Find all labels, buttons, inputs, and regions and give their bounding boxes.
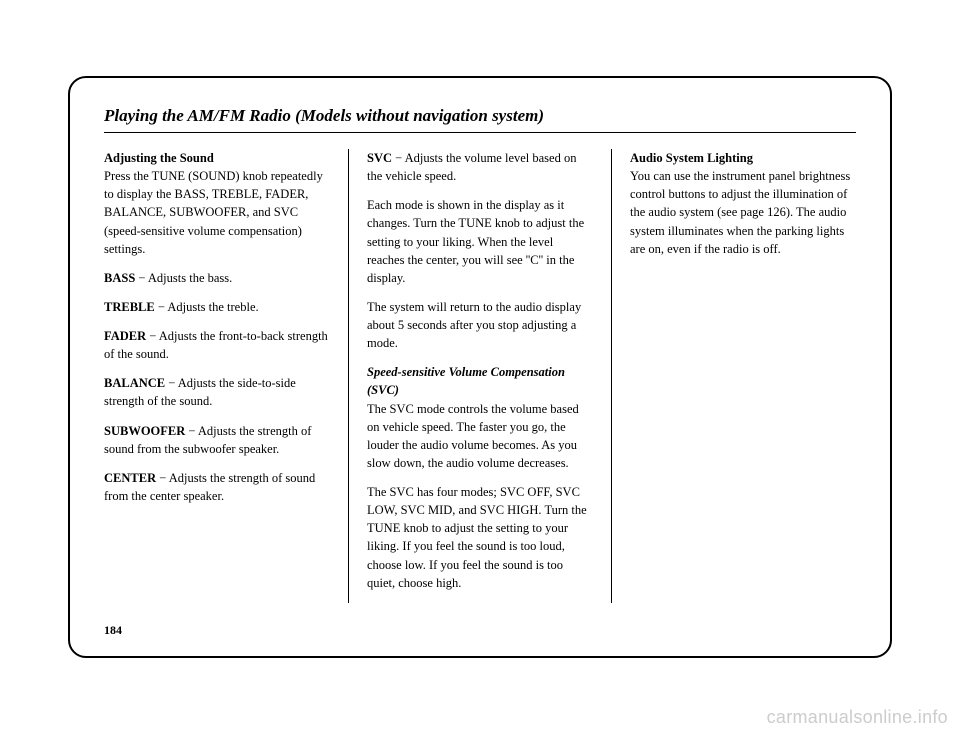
para-mode-display: Each mode is shown in the display as it … <box>367 196 593 287</box>
column-2: SVC − Adjusts the volume level based on … <box>349 149 612 603</box>
h1-text: Adjusting the Sound <box>104 151 214 165</box>
p4: The SVC mode controls the volume based o… <box>367 402 579 470</box>
treble-label: TREBLE <box>104 300 155 314</box>
center-label: CENTER <box>104 471 156 485</box>
svc-label: SVC <box>367 151 392 165</box>
para-bass: BASS − Adjusts the bass. <box>104 269 330 287</box>
p1a: Press the TUNE (SOUND) knob repeatedly t… <box>104 169 323 256</box>
manual-page: Playing the AM/FM Radio (Models without … <box>68 76 892 658</box>
bass-label: BASS <box>104 271 135 285</box>
para-svc: SVC − Adjusts the volume level based on … <box>367 149 593 185</box>
heading-adjusting-sound: Adjusting the Sound Press the TUNE (SOUND… <box>104 149 330 258</box>
watermark-text: carmanualsonline.info <box>767 707 948 728</box>
column-1: Adjusting the Sound Press the TUNE (SOUND… <box>104 149 349 603</box>
title-rule <box>104 132 856 133</box>
page-number: 184 <box>104 623 122 638</box>
para-treble: TREBLE − Adjusts the treble. <box>104 298 330 316</box>
h3-text: Audio System Lighting <box>630 151 753 165</box>
content-columns: Adjusting the Sound Press the TUNE (SOUND… <box>104 149 856 603</box>
heading-svc: Speed-sensitive Volume Compensation (SVC… <box>367 363 593 472</box>
para-svc-modes: The SVC has four modes; SVC OFF, SVC LOW… <box>367 483 593 592</box>
bass-text: − Adjusts the bass. <box>135 271 232 285</box>
fader-label: FADER <box>104 329 146 343</box>
subwoofer-label: SUBWOOFER <box>104 424 185 438</box>
para-subwoofer: SUBWOOFER − Adjusts the strength of soun… <box>104 422 330 458</box>
svc-text: − Adjusts the volume level based on the … <box>367 151 576 183</box>
para-center: CENTER − Adjusts the strength of sound f… <box>104 469 330 505</box>
page-title: Playing the AM/FM Radio (Models without … <box>104 106 856 126</box>
para-balance: BALANCE − Adjusts the side-to-side stren… <box>104 374 330 410</box>
para-fader: FADER − Adjusts the front-to-back streng… <box>104 327 330 363</box>
para-return: The system will return to the audio disp… <box>367 298 593 352</box>
treble-text: − Adjusts the treble. <box>155 300 259 314</box>
balance-label: BALANCE <box>104 376 165 390</box>
h2-text: Speed-sensitive Volume Compensation (SVC… <box>367 365 565 397</box>
heading-lighting: Audio System Lighting You can use the ins… <box>630 149 856 258</box>
column-3: Audio System Lighting You can use the ins… <box>612 149 856 603</box>
p6: You can use the instrument panel brightn… <box>630 169 850 256</box>
